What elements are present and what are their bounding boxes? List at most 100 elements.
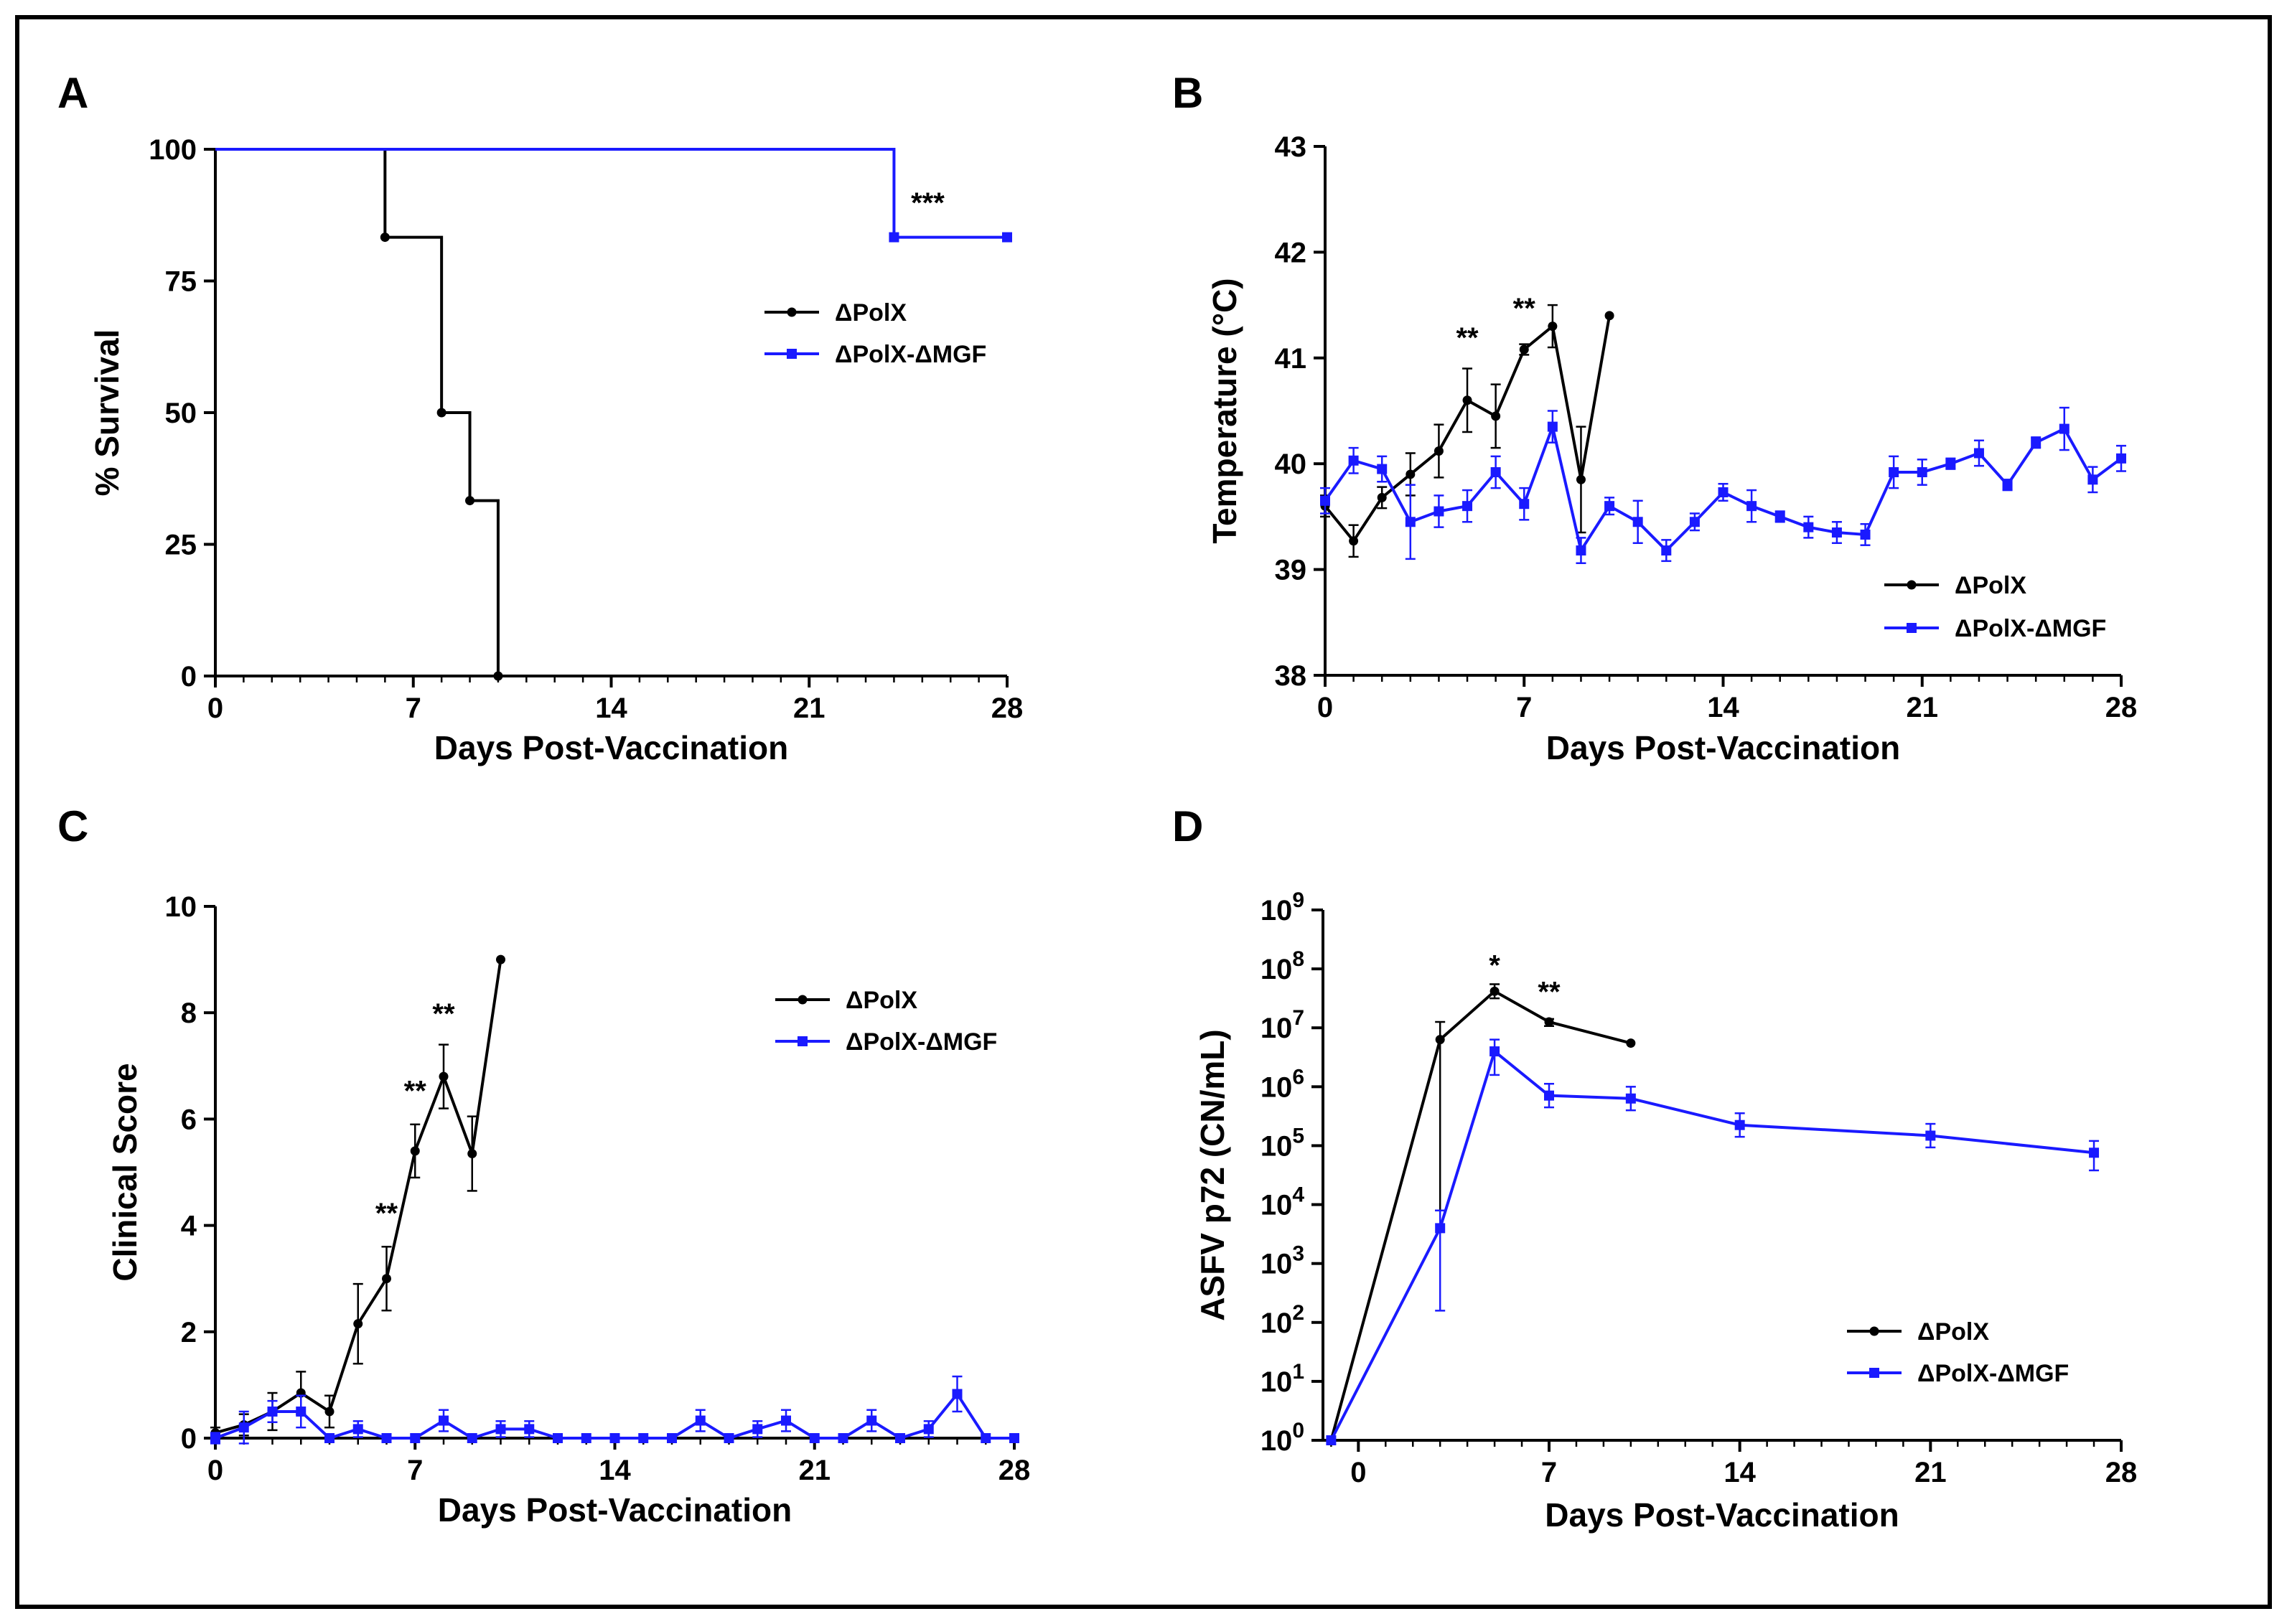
legend-label: ΔPolX-ΔMGF: [1955, 615, 2106, 642]
data-point: [923, 1424, 934, 1435]
legend-marker: [798, 995, 808, 1005]
x-tick-label: 21: [1907, 692, 1939, 723]
legend-marker: [1907, 580, 1917, 590]
y-tick-label: 39: [1275, 555, 1307, 586]
y-tick-label: 0: [181, 661, 197, 693]
data-point: [1326, 1435, 1337, 1445]
data-point: [1945, 459, 1956, 469]
legend-label: ΔPolX: [846, 987, 917, 1014]
y-axis-label: % Survival: [88, 329, 126, 497]
significance-label: **: [1538, 976, 1561, 1008]
y-tick-label-base: 10: [1261, 895, 1293, 926]
data-point: [2031, 437, 2042, 448]
data-point: [1377, 464, 1388, 474]
data-point: [1604, 311, 1614, 321]
y-tick-label-exponent: 3: [1292, 1242, 1304, 1266]
data-point: [889, 232, 899, 243]
data-point: [667, 1433, 677, 1443]
data-point: [781, 1415, 791, 1426]
y-tick-label-base: 10: [1261, 1130, 1293, 1162]
data-point: [2116, 453, 2126, 464]
series-polx-mgf: [1320, 406, 2126, 565]
x-tick-label: 28: [998, 1455, 1031, 1486]
data-point: [695, 1415, 706, 1426]
series-polx-mgf: [215, 148, 1012, 243]
series-polx: [1326, 983, 1636, 1445]
data-point: [609, 1433, 620, 1443]
legend-marker: [787, 307, 797, 317]
data-point: [1576, 474, 1586, 484]
legend-marker: [798, 1036, 808, 1046]
x-tick-label: 7: [406, 693, 421, 724]
data-point: [324, 1433, 335, 1443]
data-point: [353, 1319, 363, 1329]
y-tick-label-exponent: 5: [1292, 1124, 1304, 1147]
y-tick-label: 105: [1261, 1124, 1304, 1162]
y-tick-label: 100: [1261, 1419, 1304, 1457]
y-tick-label: 0: [181, 1423, 197, 1455]
x-tick-label: 21: [799, 1455, 831, 1486]
figure-frame: [15, 15, 2272, 1609]
series-line: [215, 148, 1007, 239]
y-tick-label-exponent: 7: [1292, 1006, 1304, 1030]
data-point: [1349, 536, 1359, 546]
data-point: [267, 1406, 278, 1417]
data-point: [1348, 455, 1359, 466]
data-point: [1973, 448, 1984, 459]
data-point: [866, 1415, 877, 1426]
y-tick-label: 4: [181, 1211, 197, 1242]
y-tick-label: 8: [181, 998, 197, 1029]
y-tick-label: 108: [1261, 947, 1304, 985]
y-tick-label-base: 10: [1261, 1013, 1293, 1044]
panel-letter-c: C: [57, 802, 88, 850]
significance-label: **: [1456, 322, 1479, 354]
data-point: [752, 1424, 763, 1435]
data-point: [467, 1433, 477, 1443]
data-point: [1491, 411, 1501, 421]
data-point: [439, 1415, 449, 1426]
significance-label: **: [375, 1198, 398, 1229]
data-point: [1377, 492, 1387, 502]
data-point: [1435, 1035, 1445, 1045]
x-axis-label: Days Post-Vaccination: [438, 1491, 792, 1529]
data-point: [1889, 466, 1899, 477]
data-point: [380, 233, 390, 243]
y-tick-label: 103: [1261, 1242, 1304, 1280]
legend-label: ΔPolX: [1917, 1318, 1989, 1346]
y-tick-label: 25: [165, 530, 197, 561]
panel-letter-a: A: [57, 69, 88, 117]
y-tick-label-base: 10: [1261, 1308, 1293, 1339]
data-point: [524, 1424, 535, 1435]
y-tick-label: 75: [165, 266, 197, 298]
data-point: [1734, 1120, 1745, 1130]
x-tick-label: 28: [2105, 1457, 2138, 1488]
data-point: [1434, 446, 1444, 456]
data-point: [495, 1424, 506, 1435]
data-point: [1689, 517, 1700, 527]
data-point: [1925, 1130, 1936, 1141]
x-tick-label: 14: [599, 1455, 631, 1486]
data-point: [553, 1433, 563, 1443]
data-point: [1009, 1433, 1019, 1443]
y-axis-label: Temperature (°C): [1206, 278, 1243, 543]
x-axis-label: Days Post-Vaccination: [1545, 1496, 1899, 1534]
significance-label: ***: [911, 187, 945, 219]
x-tick-label: 0: [1350, 1457, 1366, 1488]
y-tick-label: 109: [1261, 888, 1304, 926]
data-point: [1604, 501, 1615, 512]
y-tick-label-base: 10: [1261, 1366, 1293, 1398]
data-point: [439, 1071, 449, 1081]
x-tick-label: 7: [407, 1455, 423, 1486]
panel-a: A 0 7 14 21 28 0 25 50 75 100 Days Post-Vaccination…: [57, 69, 1023, 766]
data-point: [838, 1433, 848, 1443]
y-tick-label-base: 10: [1261, 954, 1293, 985]
panel-d: D0 7 14 21 28100101102103104105106107108109D…: [1172, 802, 2137, 1534]
data-point: [895, 1433, 905, 1443]
y-tick-label-exponent: 0: [1292, 1419, 1304, 1442]
y-tick-label: 42: [1275, 237, 1307, 268]
data-point: [1917, 466, 1927, 477]
data-point: [2089, 1147, 2100, 1158]
data-point: [1519, 344, 1529, 355]
y-axis-label: Clinical Score: [106, 1063, 144, 1281]
data-point: [1774, 511, 1785, 522]
